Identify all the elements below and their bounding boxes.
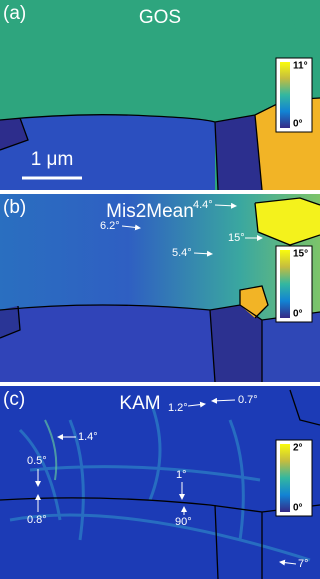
colorbar-max: 2° bbox=[293, 443, 303, 454]
panel-title: Mis2Mean bbox=[106, 201, 194, 222]
grain-boundary bbox=[0, 389, 320, 579]
texture bbox=[9, 399, 311, 562]
grain bbox=[285, 0, 320, 45]
colorbar-min: 0° bbox=[293, 119, 303, 130]
panel-a: (a) GOS 11° 0° 1 μm bbox=[0, 0, 320, 191]
colorbar-min: 0° bbox=[293, 309, 303, 320]
grain bbox=[215, 115, 262, 190]
panel-c: (c) KAM 2° 0° 1.2° 0.7° 1.4° 0.5° 0.8° 1… bbox=[0, 386, 320, 579]
panel-label: (c) bbox=[3, 389, 25, 410]
colorbar bbox=[280, 250, 290, 318]
texture bbox=[44, 419, 58, 481]
grain-boundary bbox=[0, 97, 320, 191]
arrow bbox=[211, 397, 236, 404]
annotation: 15° bbox=[228, 232, 245, 244]
annotation: 5.4° bbox=[172, 247, 192, 259]
grain bbox=[210, 305, 262, 382]
panel-label: (b) bbox=[3, 197, 26, 218]
arrow bbox=[121, 224, 141, 231]
colorbar-max: 11° bbox=[293, 61, 308, 72]
annotation: 6.2° bbox=[100, 220, 120, 232]
grain-boundary bbox=[0, 197, 320, 383]
annotation: 7° bbox=[298, 558, 309, 570]
grain bbox=[0, 305, 215, 382]
arrow bbox=[279, 559, 297, 566]
panel-label: (a) bbox=[3, 3, 26, 24]
annotation: 0.8° bbox=[27, 514, 47, 526]
annotation: 1° bbox=[176, 469, 187, 481]
colorbar bbox=[280, 444, 290, 512]
panel-b: (b) Mis2Mean 15° 0° 4.4° 15° 6.2° 5.4° bbox=[0, 194, 320, 383]
annotation: 0.5° bbox=[27, 455, 47, 467]
arrow bbox=[193, 250, 213, 257]
arrow bbox=[187, 401, 206, 408]
colorbar bbox=[280, 62, 290, 128]
panel-title: KAM bbox=[119, 393, 160, 414]
grain bbox=[0, 114, 215, 190]
grain bbox=[262, 312, 320, 382]
annotation: 4.4° bbox=[193, 199, 213, 211]
annotation: 1.4° bbox=[78, 431, 98, 443]
colorbar-min: 0° bbox=[293, 503, 303, 514]
annotation: 90° bbox=[175, 516, 192, 528]
panel-title: GOS bbox=[139, 7, 181, 28]
grain bbox=[0, 306, 20, 338]
annotation: 0.7° bbox=[238, 394, 258, 406]
annotation: 1.2° bbox=[168, 402, 188, 414]
grain bbox=[255, 198, 320, 245]
arrow bbox=[214, 202, 237, 209]
colorbar-max: 15° bbox=[293, 249, 308, 260]
scale-bar-label: 1 μm bbox=[31, 149, 74, 170]
